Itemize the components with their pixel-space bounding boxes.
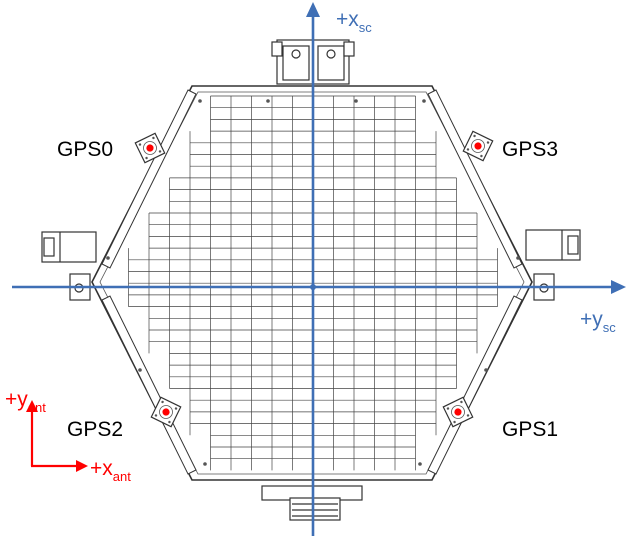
gps0-label: GPS0 [57, 138, 113, 161]
gps1-antenna-icon [442, 396, 474, 428]
gps1-label: GPS1 [502, 418, 558, 441]
gps3-label: GPS3 [502, 138, 558, 161]
origin-marker [310, 284, 316, 290]
xsc-axis-label: +xsc [336, 8, 372, 35]
xant-arrowhead-icon [76, 460, 88, 472]
gps2-antenna-icon [150, 396, 182, 428]
spacecraft-axes [12, 2, 626, 536]
mounting-screws [106, 99, 520, 466]
gps3-antenna-icon [462, 130, 494, 162]
antenna-axes [26, 400, 88, 472]
bottom-nozzle [261, 485, 363, 521]
ysc-arrowhead-icon [611, 280, 626, 294]
left-side-mount [41, 231, 97, 301]
xant-axis-label: +xant [90, 457, 131, 484]
ysc-axis-label: +ysc [580, 308, 616, 335]
gps2-label: GPS2 [67, 418, 123, 441]
left-edge-panels [101, 89, 197, 475]
gps0-antenna-icon [134, 132, 166, 164]
right-side-mount [525, 229, 581, 301]
yant-axis-label: +yant [5, 388, 46, 415]
xsc-arrowhead-icon [306, 2, 320, 17]
yant-arrowhead-icon [26, 400, 38, 412]
spacecraft-body-inner-outline [99, 91, 525, 475]
